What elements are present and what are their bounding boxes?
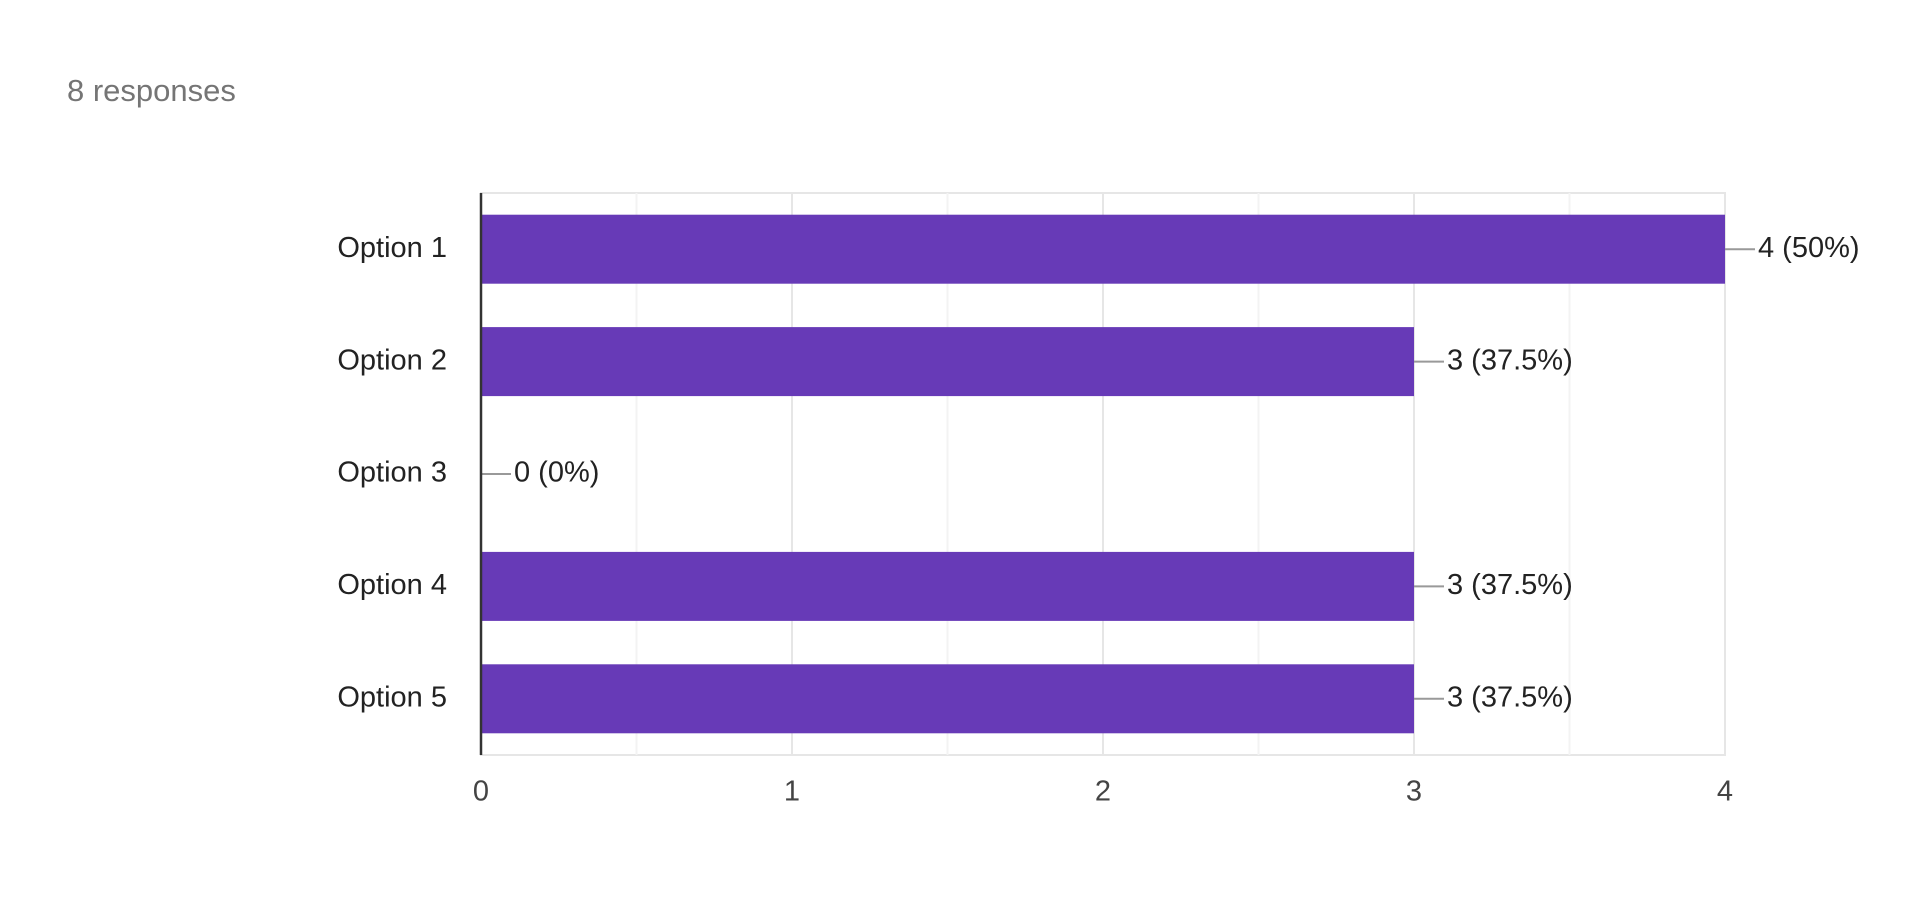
y-tick-label: Option 3 (337, 457, 447, 489)
y-tick-label: Option 2 (337, 344, 447, 376)
x-tick-label: 4 (1717, 776, 1733, 808)
bar (481, 664, 1414, 734)
value-label: 0 (0%) (514, 457, 599, 489)
value-label: 3 (37.5%) (1447, 569, 1573, 601)
value-label: 3 (37.5%) (1447, 681, 1573, 713)
value-label: 3 (37.5%) (1447, 344, 1573, 376)
y-tick-label: Option 1 (337, 232, 447, 264)
bar (481, 551, 1414, 621)
y-tick-label: Option 4 (337, 569, 447, 601)
x-tick-label: 0 (473, 776, 489, 808)
x-tick-label: 2 (1095, 776, 1111, 808)
x-tick-label: 3 (1406, 776, 1422, 808)
bar (481, 214, 1725, 284)
y-tick-label: Option 5 (337, 681, 447, 713)
chart-title: 8 responses (67, 73, 236, 108)
bar (481, 327, 1414, 397)
value-label: 4 (50%) (1758, 232, 1860, 264)
x-tick-label: 1 (784, 776, 800, 808)
